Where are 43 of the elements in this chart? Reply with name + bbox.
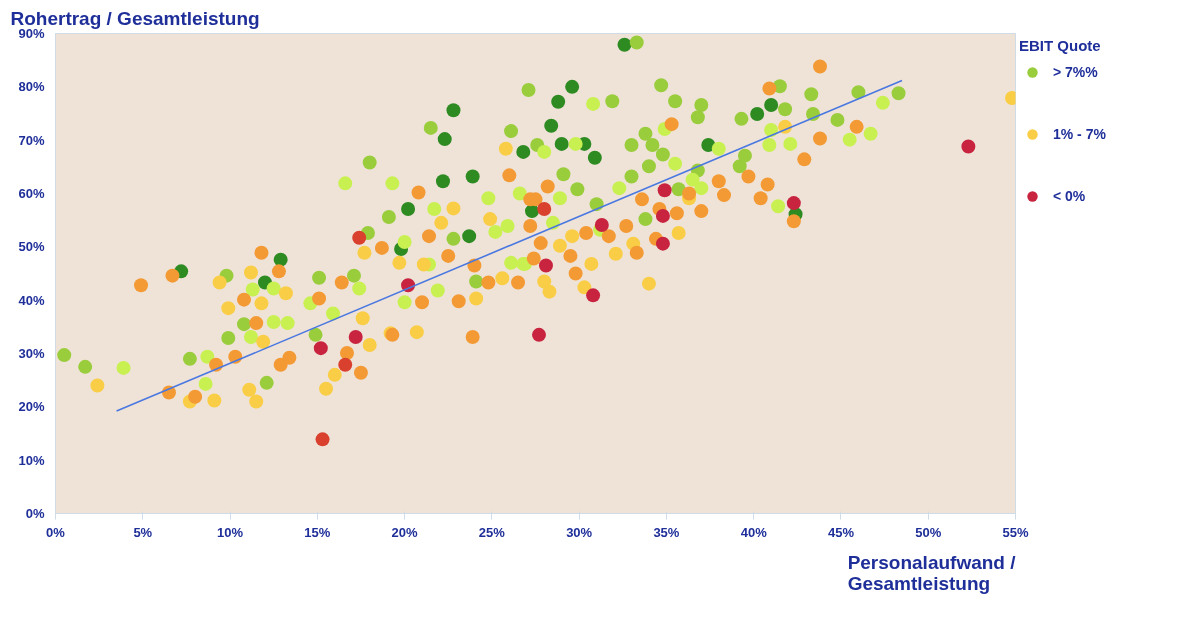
- point: [538, 258, 553, 273]
- y-tick-label: 70%: [18, 132, 45, 148]
- legend-label: > 7%%: [1053, 64, 1098, 80]
- x-tick-label: 15%: [304, 524, 331, 540]
- y-tick-label: 20%: [18, 399, 45, 415]
- x-tick-label: 40%: [740, 524, 768, 540]
- legend-label: < 0%: [1053, 188, 1086, 204]
- point: [338, 357, 353, 372]
- x-tick-label: 0%: [46, 524, 66, 540]
- point: [531, 327, 546, 342]
- x-tick-label: 30%: [566, 524, 593, 540]
- point: [315, 432, 330, 447]
- legend-label: 1% - 7%: [1053, 126, 1106, 142]
- x-axis-title: Personalaufwand / Gesamtleistung: [847, 551, 1017, 594]
- y-tick-label: 0%: [25, 506, 45, 521]
- x-tick-label: 10%: [217, 524, 244, 540]
- y-tick-label: 90%: [18, 26, 45, 41]
- y-tick-label: 40%: [18, 292, 45, 308]
- x-tick-label: 50%: [915, 524, 942, 540]
- point: [655, 208, 670, 223]
- x-tick-label: 45%: [827, 524, 855, 540]
- x-tick-label: 55%: [1002, 524, 1029, 540]
- point: [352, 230, 367, 245]
- point: [537, 201, 552, 216]
- y-tick-label: 80%: [18, 79, 45, 95]
- point: [313, 341, 328, 356]
- y-axis-title: Rohertrag / Gesamtleistung: [10, 7, 260, 29]
- point: [786, 196, 801, 211]
- x-tick-label: 35%: [653, 524, 680, 540]
- point: [655, 236, 670, 251]
- y-tick-label: 60%: [18, 186, 45, 201]
- point: [657, 183, 672, 198]
- legend-title: EBIT Quote: [1019, 37, 1102, 54]
- y-tick-label: 30%: [18, 346, 45, 361]
- x-tick-label: 20%: [391, 524, 419, 540]
- y-tick-label: 50%: [18, 239, 45, 255]
- x-tick-label: 25%: [478, 524, 506, 540]
- point: [961, 139, 976, 154]
- point: [594, 217, 609, 232]
- y-tick-label: 10%: [18, 452, 45, 468]
- point: [586, 288, 601, 303]
- x-tick-label: 5%: [133, 524, 153, 540]
- point: [348, 329, 363, 344]
